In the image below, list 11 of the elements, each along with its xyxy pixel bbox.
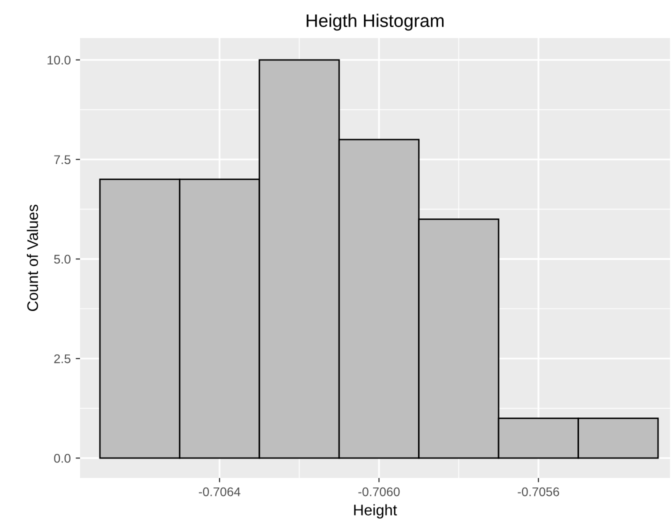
x-axis-title: Height <box>354 504 397 518</box>
y-axis-title: Count of Values <box>26 204 38 312</box>
y-tick-label: 5.0 <box>54 254 70 264</box>
y-tick-label: 7.5 <box>54 155 70 164</box>
x-tick-label: -0.7060 <box>358 487 400 496</box>
y-tick-label: 10.0 <box>48 56 70 65</box>
y-tick-label: 2.5 <box>54 354 70 364</box>
x-tick-label: -0.7064 <box>198 487 240 496</box>
chart-title: Heigth Histogram <box>306 14 444 31</box>
x-tick-label: -0.7056 <box>518 487 560 496</box>
y-tick-label: 0.0 <box>54 454 70 463</box>
